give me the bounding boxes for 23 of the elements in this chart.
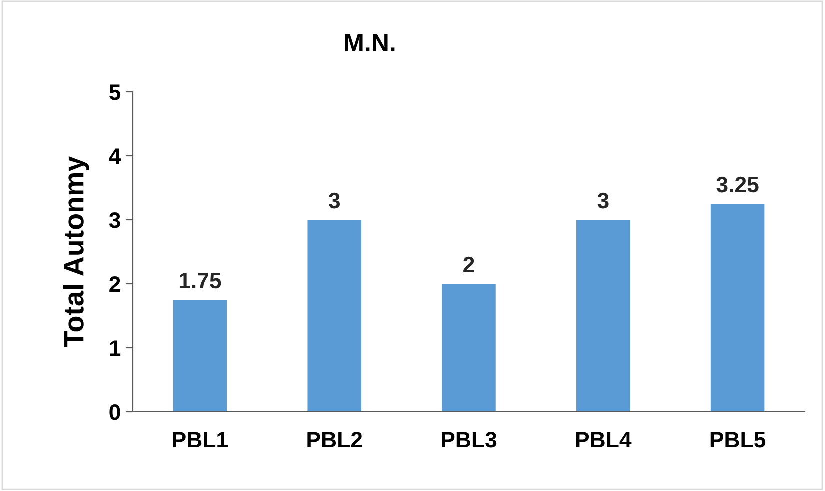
- bar: [442, 284, 496, 412]
- y-tick-label: 3: [109, 212, 120, 228]
- y-tick-label: 2: [110, 276, 120, 292]
- bar: [308, 220, 362, 412]
- y-tick-label: 4: [109, 148, 122, 164]
- data-label: 3: [328, 192, 340, 209]
- chart-title: M.N.: [345, 34, 395, 52]
- data-label: 3: [598, 192, 609, 209]
- data-label: 2: [464, 256, 474, 272]
- x-tick-label: PBL3: [442, 432, 497, 448]
- y-tick-label: 1: [110, 340, 121, 356]
- bar: [576, 220, 630, 412]
- bar: [710, 204, 765, 412]
- bar: [173, 300, 228, 412]
- x-tick-label: PBL1: [173, 432, 228, 448]
- y-axis-title: Total Autonmy: [64, 156, 90, 348]
- x-tick-label: PBL5: [710, 432, 766, 448]
- y-tick-label: 5: [110, 84, 121, 100]
- data-label: 3.25: [716, 176, 759, 193]
- y-tick-label: 0: [110, 404, 120, 420]
- x-tick-label: PBL4: [576, 432, 632, 448]
- x-tick-label: PBL2: [308, 432, 362, 448]
- data-label: 1.75: [180, 273, 222, 289]
